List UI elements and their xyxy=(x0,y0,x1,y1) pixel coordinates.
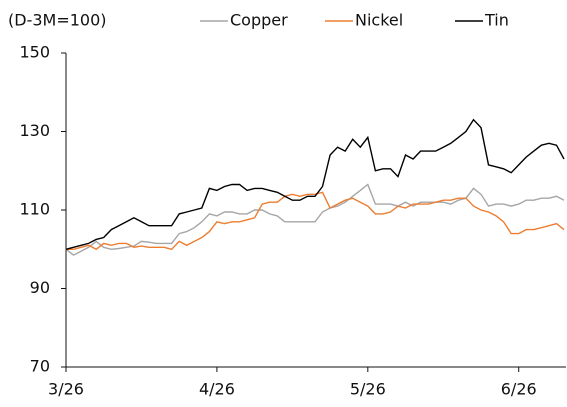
line-series xyxy=(65,183,565,256)
y-axis-label: (D-3M=100) xyxy=(8,11,107,30)
legend-label: Tin xyxy=(484,11,509,30)
line-series xyxy=(65,118,565,250)
x-tick-label: 6/26 xyxy=(501,380,537,399)
y-tick-label: 90 xyxy=(30,278,50,297)
line-series xyxy=(66,191,565,251)
x-tick-label: 3/26 xyxy=(48,380,84,399)
y-tick-label: 150 xyxy=(19,43,50,62)
y-tick-label: 130 xyxy=(19,121,50,140)
y-tick-label: 110 xyxy=(19,200,50,219)
x-tick-label: 5/26 xyxy=(350,380,386,399)
y-tick-label: 70 xyxy=(30,357,50,376)
legend-label: Copper xyxy=(230,11,288,30)
legend-label: Nickel xyxy=(355,11,403,30)
x-tick-label: 4/26 xyxy=(199,380,235,399)
